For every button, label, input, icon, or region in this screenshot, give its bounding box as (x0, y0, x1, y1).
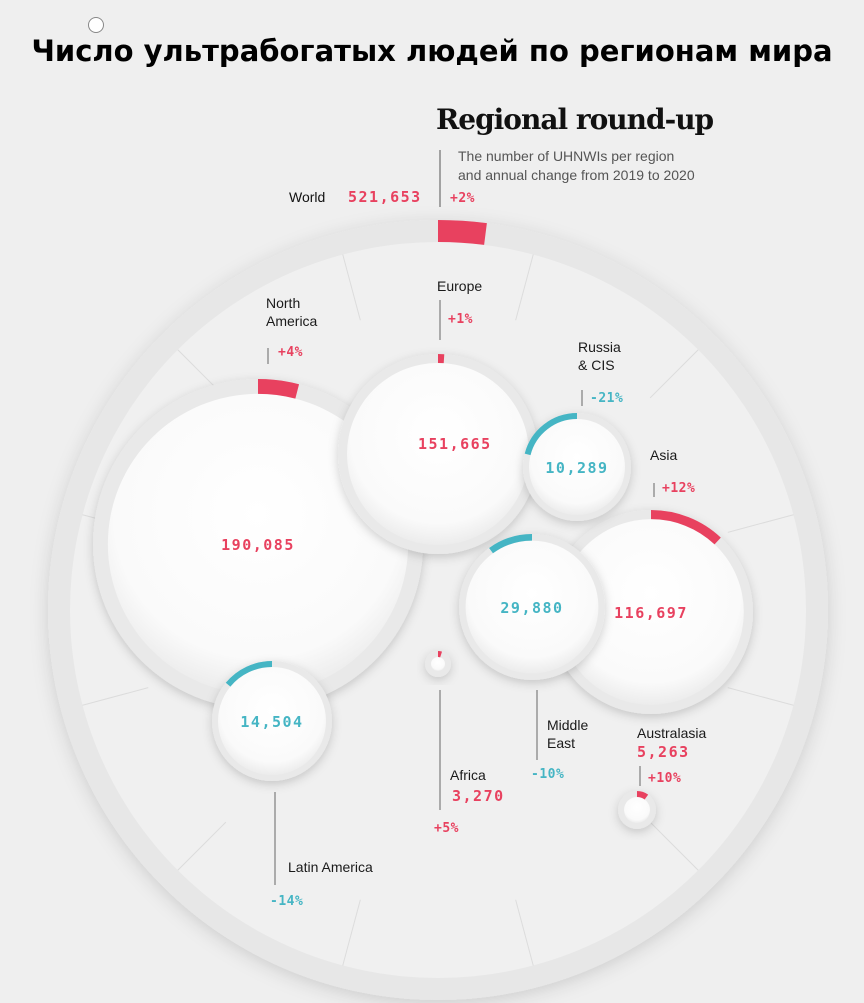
region-change-latin-america: -14% (270, 894, 303, 909)
bubble-russia-cis-value: 10,289 (545, 459, 608, 477)
label-africa: Africa 3,270 +5% (434, 690, 505, 836)
spoke-line (515, 254, 534, 321)
world-label: World (289, 189, 325, 205)
region-change-middle-east: -10% (531, 767, 564, 782)
region-name-middle-east: Middle (547, 717, 588, 733)
bubble-australasia (618, 791, 656, 829)
bubble-north-america-change-arc (257, 379, 300, 399)
region-name-russia-cis: Russia (578, 339, 621, 355)
spoke-line (342, 254, 361, 321)
label-north-america: North America +4% (266, 295, 318, 364)
bubble-middle-east-value: 29,880 (500, 599, 563, 617)
spoke-line (727, 687, 794, 706)
bubble-latin-america: 14,504 (212, 661, 332, 781)
chart-title: Regional round-up (436, 103, 714, 136)
bubble-latin-america-change-arc (225, 661, 273, 687)
bubble-europe: 151,665 (338, 354, 538, 554)
region-name-north-america: North (266, 295, 300, 311)
bubble-africa-inner (431, 657, 445, 671)
spoke-line (177, 821, 227, 871)
spoke-line (82, 687, 149, 706)
page-title: Число ультрабогатых людей по регионам ми… (31, 34, 833, 68)
radio-button[interactable] (88, 17, 104, 33)
bubble-russia-cis: 10,289 (523, 413, 631, 521)
bubble-middle-east-change-arc (489, 533, 533, 554)
region-name-europe: Europe (437, 278, 482, 294)
world-value: 521,653 (348, 188, 422, 206)
region-name-africa: Africa (450, 767, 486, 783)
bubble-asia-inner (558, 519, 744, 705)
world-change: +2% (450, 191, 475, 206)
bubble-asia-value: 116,697 (614, 604, 688, 622)
region-name-north-america: America (266, 313, 318, 329)
label-middle-east: Middle East -10% (531, 690, 588, 782)
spoke-line (342, 899, 361, 966)
region-name-latin-america: Latin America (288, 859, 373, 875)
region-name-australasia: Australasia (637, 725, 706, 741)
bubble-middle-east: 29,880 (459, 533, 605, 680)
label-europe: Europe +1% (437, 278, 482, 340)
world-change-arc (437, 220, 487, 245)
bubble-north-america-inner (107, 393, 409, 695)
spoke-line (727, 514, 794, 533)
label-australasia: Australasia 5,263 +10% (637, 725, 706, 786)
bubble-middle-east-inner (465, 540, 599, 674)
bubble-russia-cis-change-arc (524, 413, 578, 456)
spoke-line (515, 899, 534, 966)
chart-subtitle-line2: and annual change from 2019 to 2020 (458, 167, 695, 183)
region-change-russia-cis: -21% (590, 391, 623, 406)
region-name-russia-cis: & CIS (578, 357, 615, 373)
bubble-australasia-inner (624, 797, 650, 823)
bubble-europe-inner (347, 363, 529, 545)
label-asia: Asia +12% (650, 447, 695, 497)
bubble-australasia-change-arc (636, 791, 649, 800)
spoke-line (649, 349, 699, 399)
region-value-australasia: 5,263 (637, 743, 690, 761)
region-change-australasia: +10% (648, 771, 681, 786)
bubble-asia: 116,697 (549, 510, 753, 714)
region-change-asia: +12% (662, 481, 695, 496)
region-bubbles: 190,085 151,665 116,697 29,880 14,504 10,289 (93, 354, 753, 829)
region-change-north-america: +4% (278, 345, 303, 360)
region-name-middle-east: East (547, 735, 575, 751)
bubble-africa (425, 651, 451, 677)
bubble-latin-america-value: 14,504 (240, 713, 303, 731)
region-change-africa: +5% (434, 821, 459, 836)
bubble-asia-change-arc (650, 510, 721, 545)
bubble-europe-value: 151,665 (418, 435, 492, 453)
region-value-africa: 3,270 (452, 787, 505, 805)
label-russia-cis: Russia & CIS -21% (578, 339, 623, 406)
label-latin-america: Latin America -14% (270, 792, 373, 909)
bubble-north-america-value: 190,085 (221, 536, 295, 554)
spoke-line (649, 821, 699, 871)
chart-subtitle-line1: The number of UHNWIs per region (458, 148, 674, 164)
region-change-europe: +1% (448, 312, 473, 327)
bubble-latin-america-inner (218, 667, 326, 775)
spokes (82, 254, 794, 966)
bubble-russia-cis-inner (529, 419, 625, 515)
region-labels: North America +4% Europe +1% Russia & CIS -21% A… (266, 278, 706, 909)
region-name-asia: Asia (650, 447, 677, 463)
